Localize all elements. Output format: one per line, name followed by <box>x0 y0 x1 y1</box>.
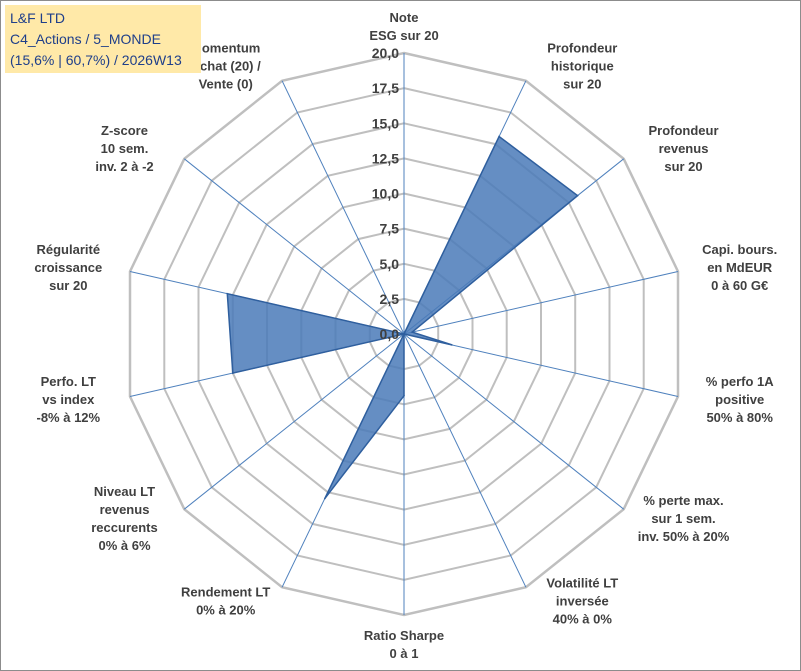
data-point <box>403 395 405 397</box>
tick-label: 7,5 <box>380 221 400 237</box>
tick-label: 0,0 <box>380 326 400 342</box>
series-area <box>226 135 579 500</box>
tick-label: 2,5 <box>380 291 400 307</box>
axis-label: Profondeur revenus sur 20 <box>648 123 718 174</box>
axis-label: Régularité croissance sur 20 <box>34 242 102 293</box>
axis-spoke <box>281 80 405 335</box>
tick-label: 10,0 <box>372 186 399 202</box>
info-box: L&F LTD C4_Actions / 5_MONDE (15,6% | 60… <box>5 5 201 73</box>
axis-label: Niveau LT revenus reccurents 0% à 6% <box>91 484 157 553</box>
axis-label: Profondeur historique sur 20 <box>547 40 617 91</box>
axis-label: Perfo. LT vs index -8% à 12% <box>37 374 101 425</box>
axis-label: Capi. bours. en MdEUR 0 à 60 G€ <box>702 242 777 293</box>
tick-label: 5,0 <box>380 256 400 272</box>
axis-label: Ratio Sharpe 0 à 1 <box>364 628 444 661</box>
data-point <box>576 194 579 197</box>
data-point <box>324 497 326 500</box>
data-point <box>403 333 405 335</box>
data-point <box>226 292 229 295</box>
axis-label: Rendement LT 0% à 20% <box>181 585 270 618</box>
data-point <box>232 372 234 374</box>
tick-label: 12,5 <box>372 150 399 166</box>
axis-label: % perte max. sur 1 sem. inv. 50% à 20% <box>638 493 730 544</box>
data-point <box>411 331 414 333</box>
axis-spoke <box>183 333 405 510</box>
axis-label: Volatilité LT inversée 40% à 0% <box>546 576 618 627</box>
axis-spoke <box>403 333 527 588</box>
company-name: L&F LTD <box>10 10 65 26</box>
axis-spoke <box>183 158 405 335</box>
tick-label: 20,0 <box>372 45 399 61</box>
axis-label: Note ESG sur 20 <box>369 10 438 43</box>
category-label: C4_Actions / 5_MONDE <box>10 31 161 47</box>
axis-spoke <box>403 333 625 510</box>
tick-label: 17,5 <box>372 80 399 96</box>
axis-label: Z-score 10 sem. inv. 2 à -2 <box>95 123 153 174</box>
tick-label: 15,0 <box>372 115 399 131</box>
axis-spoke <box>403 271 679 335</box>
axis-label: Momentum Achat (20) / Vente (0) <box>191 40 261 91</box>
data-point <box>451 344 453 346</box>
stats-label: (15,6% | 60,7%) / 2026W13 <box>10 52 182 68</box>
data-point <box>498 135 500 138</box>
axis-label: % perfo 1A positive 50% à 80% <box>706 374 775 425</box>
